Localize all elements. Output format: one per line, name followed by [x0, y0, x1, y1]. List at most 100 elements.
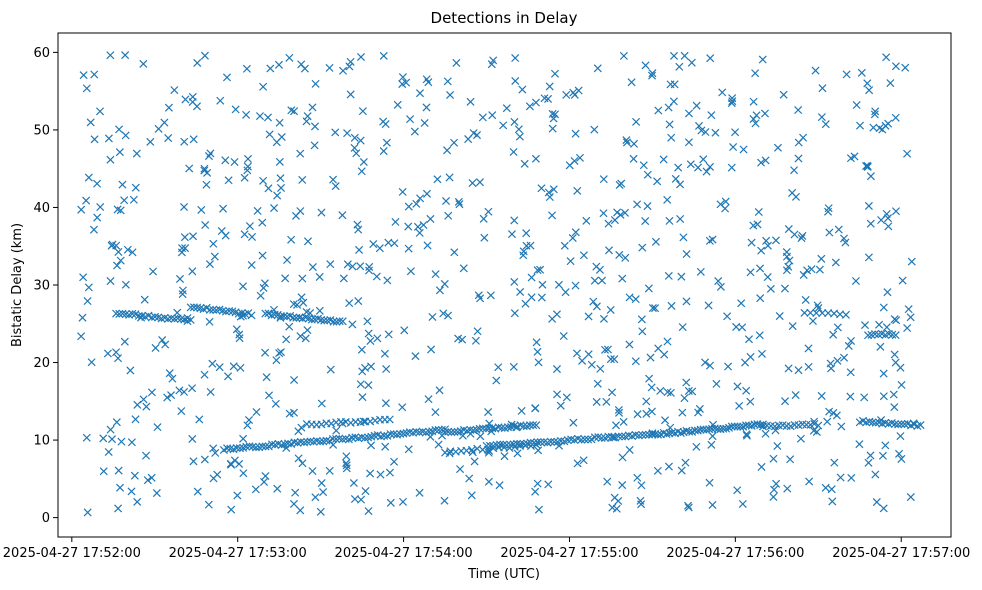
- data-point: [441, 196, 451, 206]
- data-point: [857, 68, 866, 77]
- data-point: [212, 306, 221, 315]
- data-point: [883, 288, 892, 297]
- data-point: [906, 493, 915, 502]
- data-point: [825, 228, 834, 237]
- data-point: [113, 261, 122, 270]
- data-point: [702, 167, 711, 176]
- data-point: [441, 428, 450, 437]
- data-point: [365, 266, 374, 275]
- data-point: [631, 295, 640, 304]
- data-point: [128, 309, 137, 318]
- data-point: [669, 51, 679, 60]
- data-point: [659, 155, 668, 164]
- data-point: [888, 330, 897, 339]
- data-point: [450, 138, 459, 147]
- data-point: [342, 452, 351, 461]
- data-point: [421, 428, 430, 437]
- data-point: [328, 434, 337, 443]
- data-point: [117, 437, 126, 446]
- data-point: [205, 305, 214, 314]
- data-point: [256, 291, 265, 300]
- data-point: [603, 345, 612, 354]
- data-point: [296, 437, 305, 446]
- data-point: [622, 136, 631, 145]
- data-point: [850, 152, 859, 161]
- data-point: [364, 329, 373, 338]
- data-point: [204, 152, 213, 161]
- data-point: [610, 216, 619, 225]
- data-point: [96, 107, 105, 116]
- data-point: [367, 441, 376, 450]
- data-point: [476, 432, 485, 441]
- data-point: [364, 381, 373, 390]
- data-point: [862, 162, 871, 171]
- data-point: [556, 401, 565, 410]
- data-point: [548, 314, 557, 323]
- data-point: [900, 420, 909, 429]
- data-point: [648, 71, 657, 80]
- data-point: [578, 356, 587, 365]
- chart-title: Detections in Delay: [431, 9, 578, 27]
- data-point: [641, 430, 650, 439]
- data-point: [907, 257, 916, 266]
- data-point: [527, 273, 536, 282]
- data-point: [507, 230, 516, 239]
- data-point: [842, 70, 851, 79]
- plot-frame: [57, 32, 952, 538]
- data-point: [383, 276, 392, 285]
- data-point: [415, 428, 424, 437]
- data-point: [277, 183, 286, 192]
- data-point: [863, 79, 872, 88]
- data-point: [229, 362, 238, 371]
- data-point: [855, 440, 864, 449]
- data-point: [270, 310, 279, 319]
- data-point: [638, 430, 647, 440]
- data-point: [511, 53, 520, 63]
- data-point: [290, 438, 299, 447]
- data-point: [680, 51, 689, 60]
- data-point: [729, 142, 738, 152]
- data-point: [871, 418, 880, 427]
- data-point: [705, 478, 714, 487]
- data-point: [431, 270, 440, 279]
- data-point: [502, 440, 511, 450]
- data-point: [879, 504, 888, 513]
- data-point: [287, 106, 296, 115]
- data-point: [210, 252, 219, 261]
- data-point: [781, 397, 790, 406]
- data-point: [817, 391, 826, 400]
- data-point: [106, 51, 115, 60]
- data-point: [892, 316, 901, 325]
- data-point: [582, 216, 591, 225]
- data-point: [882, 323, 891, 332]
- data-point: [230, 157, 239, 166]
- data-point: [837, 422, 846, 431]
- data-point: [696, 267, 705, 276]
- data-point: [712, 379, 721, 388]
- data-point: [242, 64, 251, 73]
- data-point: [201, 221, 210, 230]
- data-point: [164, 103, 173, 112]
- data-point: [379, 147, 388, 156]
- data-point: [386, 430, 395, 439]
- data-point: [364, 433, 373, 442]
- data-point: [741, 358, 750, 367]
- data-point: [746, 268, 755, 277]
- data-point: [683, 501, 693, 510]
- data-point: [889, 390, 898, 399]
- data-point: [509, 440, 518, 449]
- data-point: [200, 455, 209, 464]
- data-point: [550, 69, 559, 78]
- data-point: [615, 180, 624, 189]
- data-point: [243, 162, 252, 171]
- data-point: [393, 100, 402, 109]
- data-point: [510, 216, 519, 225]
- data-point: [794, 105, 803, 115]
- data-point: [447, 428, 456, 437]
- data-point: [503, 423, 513, 432]
- data-point: [484, 207, 493, 216]
- data-point: [794, 138, 803, 147]
- data-point: [356, 380, 365, 389]
- data-point: [364, 507, 373, 516]
- data-point: [115, 125, 124, 134]
